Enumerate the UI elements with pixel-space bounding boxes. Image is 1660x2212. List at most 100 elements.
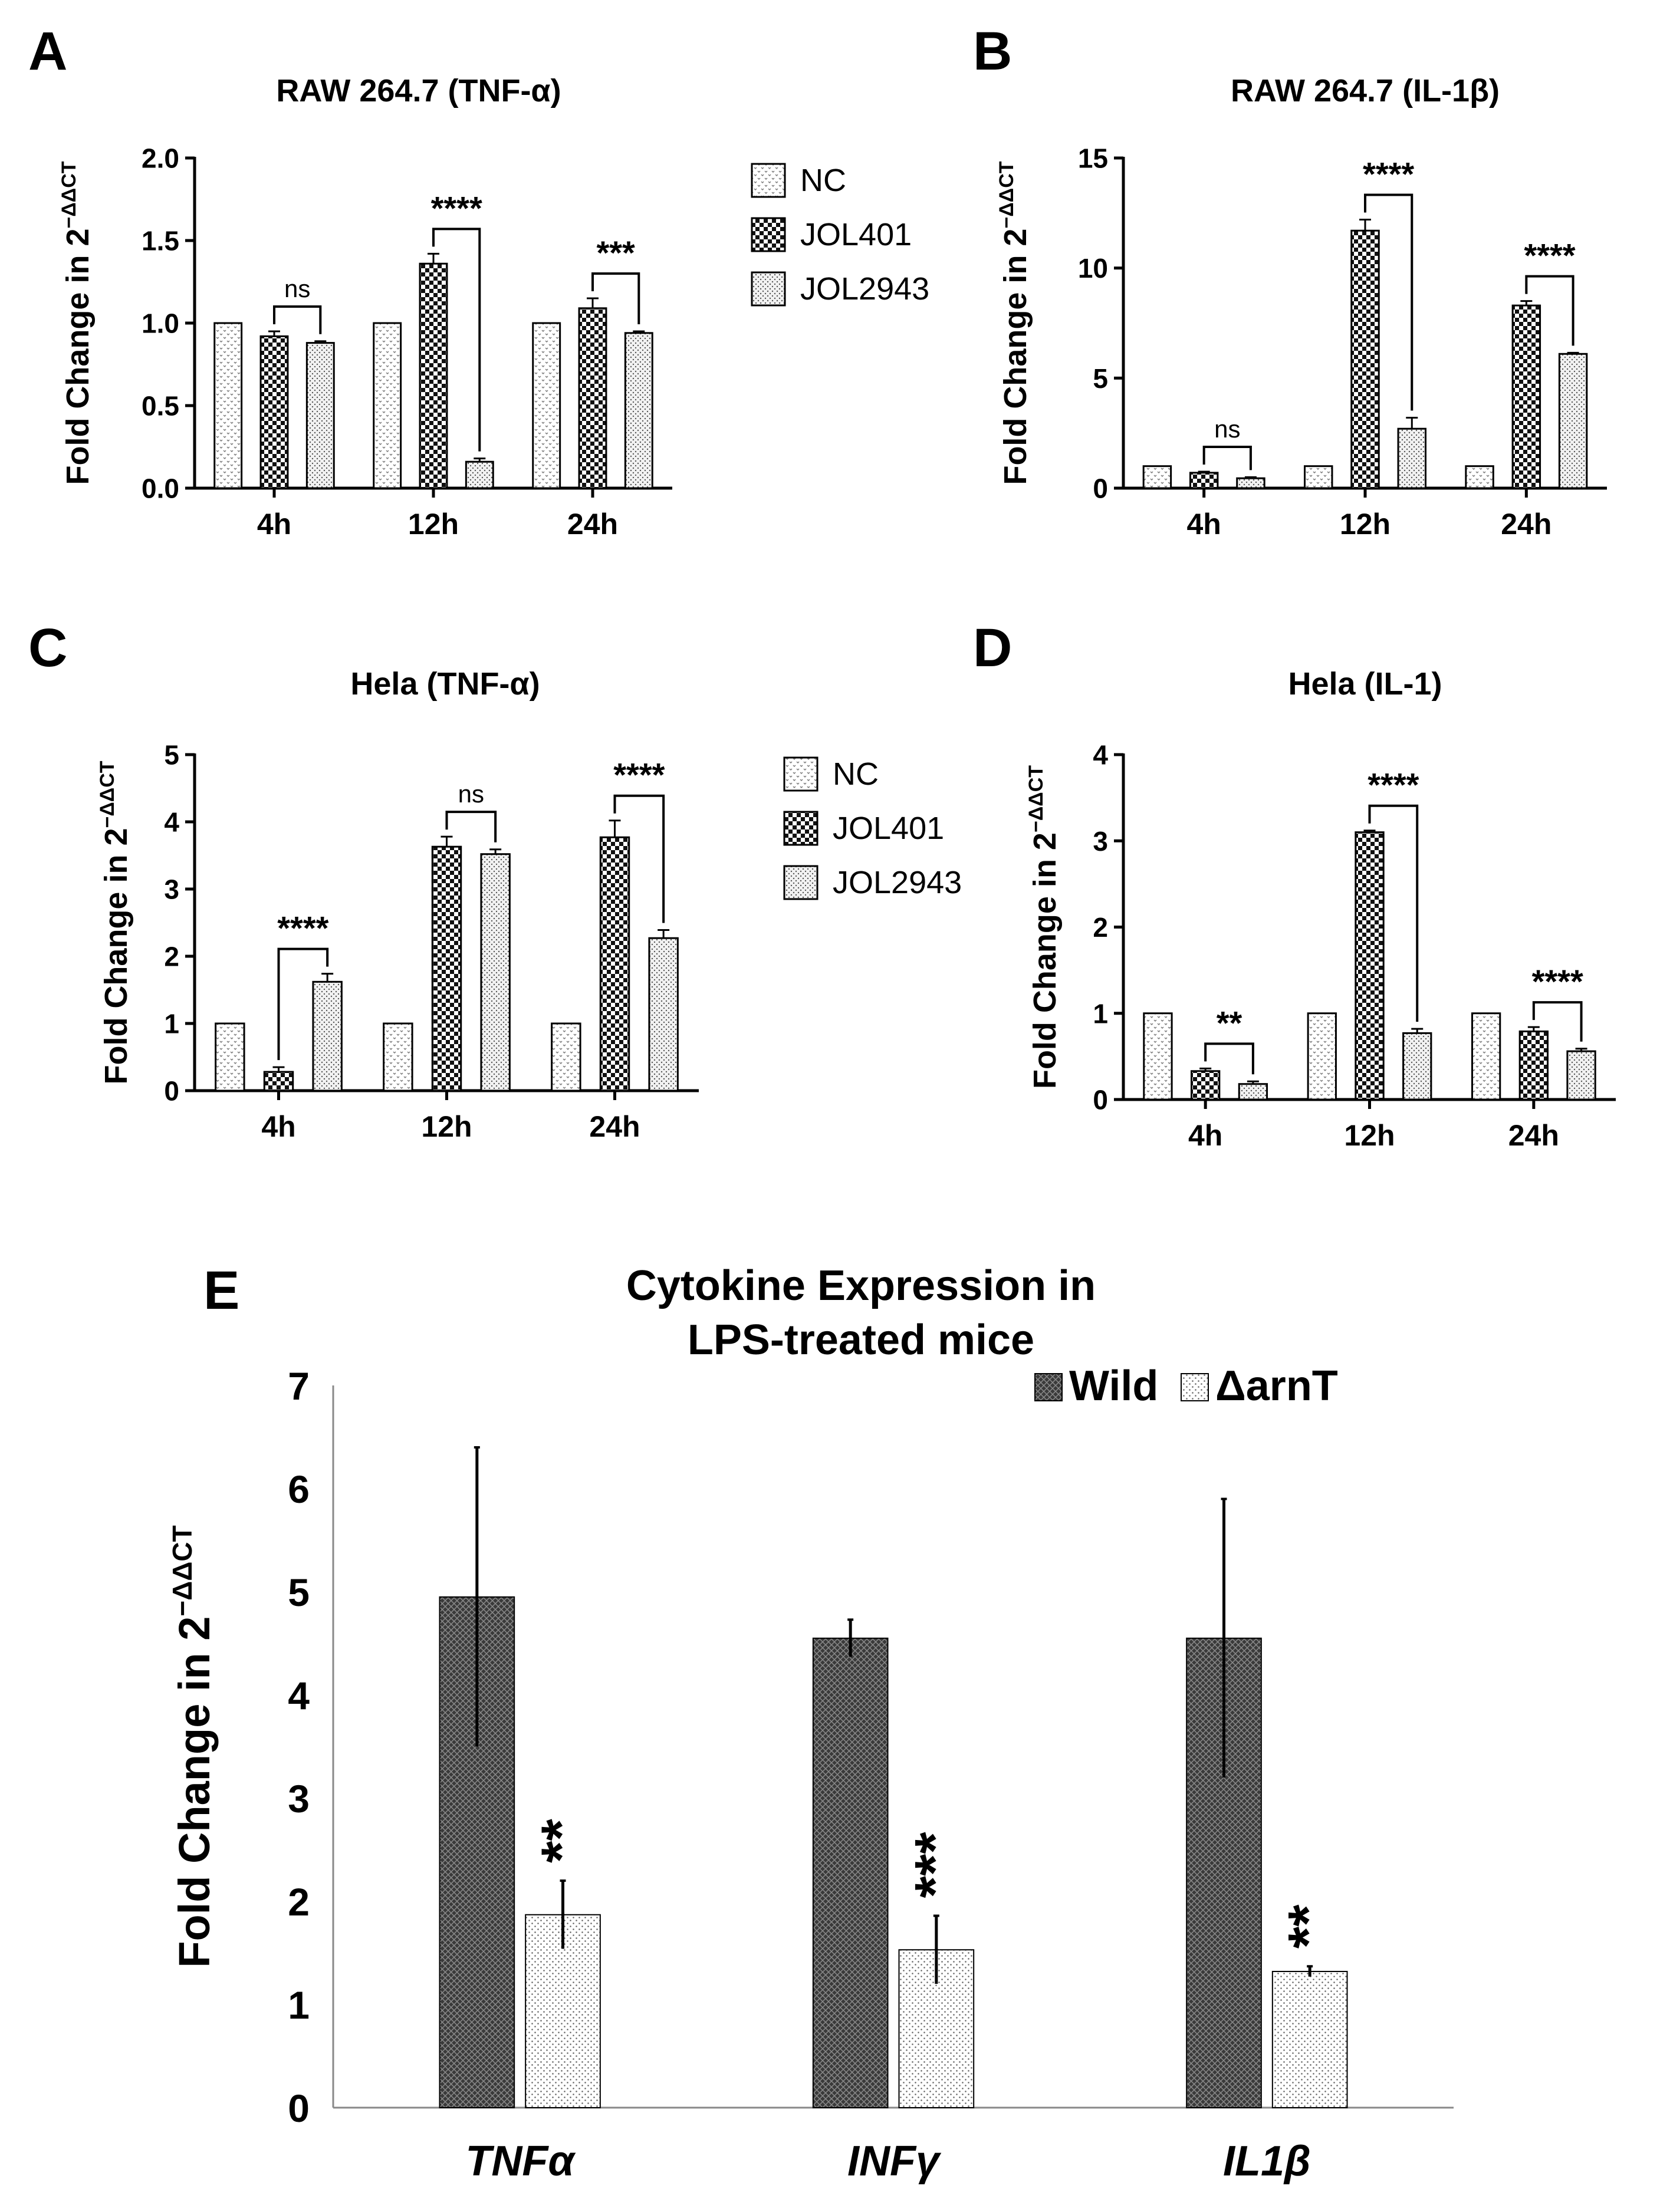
x-tick-label: 24h <box>1508 1119 1559 1152</box>
x-tick-label: 4h <box>1188 1119 1222 1152</box>
significance-label: **** <box>431 189 482 226</box>
significance-label: ns <box>458 780 484 808</box>
bar <box>383 1022 413 1092</box>
significance-label: ns <box>284 275 310 302</box>
legend-label: JOL2943 <box>800 271 929 307</box>
legend-label: NC <box>800 163 846 198</box>
x-tick-label: 24h <box>1501 508 1551 541</box>
bar <box>215 1022 245 1092</box>
y-tick-label: 0 <box>1093 1085 1108 1115</box>
bar <box>1236 477 1265 489</box>
y-axis-label: Fold Change in 2−ΔΔCT <box>96 761 134 1084</box>
significance-bracket <box>1204 1042 1254 1075</box>
x-tick-label: 24h <box>567 508 618 541</box>
bar <box>1238 1083 1268 1101</box>
bar <box>1397 427 1427 489</box>
y-tick-label: 3 <box>288 1777 310 1821</box>
x-tick-label: TNFα <box>465 2138 576 2185</box>
bar <box>263 1071 294 1092</box>
significance-label: **** <box>1532 963 1583 1000</box>
panel-c: Hela (TNF-α) Fold Change in 2−ΔΔCT 0 1 2 3 4 5 4… <box>96 666 962 1143</box>
bar <box>551 1022 581 1092</box>
legend-label: ΔarnT <box>1215 1362 1338 1410</box>
bar <box>578 307 607 489</box>
y-tick-label: 7 <box>288 1364 310 1408</box>
y-tick-label: 15 <box>1078 143 1108 174</box>
y-tick-label: 3 <box>164 874 179 905</box>
chart-panels: RAW 264.7 (TNF-α) Fold Change in 2−ΔΔCT 0.… <box>58 73 1616 2185</box>
significance-label: **** <box>613 756 665 794</box>
bar <box>1143 1012 1173 1101</box>
panel-letter-b: B <box>973 21 1012 81</box>
significance-label: **** <box>277 910 328 947</box>
significance-label: *** <box>903 1832 967 1898</box>
significance-label: **** <box>1368 766 1419 804</box>
bar <box>1511 304 1541 489</box>
significance-label: ns <box>1214 415 1240 443</box>
bar <box>480 853 511 1092</box>
legend-label: Wild <box>1069 1362 1158 1410</box>
bar <box>1402 1032 1432 1101</box>
significance-bracket <box>613 794 665 923</box>
significance-bracket <box>432 228 481 452</box>
legend-label: JOL401 <box>800 217 912 252</box>
bar <box>1271 1971 1348 2108</box>
bar <box>624 332 653 489</box>
bar <box>312 980 343 1092</box>
y-tick-label: 2 <box>288 1880 310 1924</box>
significance-label: ** <box>530 1819 593 1863</box>
bar <box>599 836 630 1092</box>
significance-label: **** <box>1363 156 1414 193</box>
bar <box>532 322 561 489</box>
y-tick-label: 0.0 <box>142 473 179 504</box>
y-tick-label: 4 <box>288 1674 310 1717</box>
y-tick-label: 1 <box>1093 998 1108 1029</box>
y-tick-label: 5 <box>164 740 179 771</box>
bar <box>1189 472 1219 489</box>
chart-title: Hela (TNF-α) <box>350 666 540 702</box>
chart-title: RAW 264.7 (IL-1β) <box>1231 73 1500 108</box>
legend-swatch <box>783 865 819 900</box>
significance-label: **** <box>1524 237 1575 274</box>
bar <box>1566 1050 1596 1101</box>
bar <box>465 460 494 489</box>
y-tick-label: 2 <box>164 942 179 972</box>
y-tick-label: 1.0 <box>142 308 179 339</box>
bar <box>1142 465 1172 489</box>
bar <box>1558 353 1588 489</box>
y-tick-label: 4 <box>164 807 179 838</box>
panel-letter-d: D <box>973 618 1012 678</box>
y-tick-label: 3 <box>1093 826 1108 857</box>
legend-swatch <box>783 811 819 846</box>
y-axis-label: Fold Change in 2−ΔΔCT <box>58 161 96 485</box>
bar <box>1350 229 1380 489</box>
x-tick-label: 12h <box>1344 1119 1395 1152</box>
significance-label: ** <box>1277 1904 1340 1948</box>
panel-letter-e: E <box>203 1260 239 1321</box>
x-tick-label: IL1β <box>1223 2138 1311 2185</box>
panel-letter-c: C <box>28 618 67 678</box>
bar <box>305 342 335 489</box>
significance-label: *** <box>596 234 635 271</box>
panel-b: RAW 264.7 (IL-1β) Fold Change in 2−ΔΔCT 0 5… <box>995 73 1607 541</box>
legend-label: JOL401 <box>833 811 944 846</box>
y-tick-label: 0 <box>164 1076 179 1107</box>
x-tick-label: 12h <box>421 1110 472 1143</box>
legend-swatch <box>1181 1373 1209 1401</box>
legend-swatch <box>751 271 786 307</box>
x-tick-label: 24h <box>589 1110 640 1143</box>
significance-bracket <box>277 947 329 1061</box>
significance-bracket <box>591 272 640 324</box>
significance-bracket <box>1368 804 1419 1022</box>
y-tick-label: 2.0 <box>142 143 179 174</box>
legend-swatch <box>751 217 786 252</box>
y-tick-label: 1 <box>164 1009 179 1039</box>
legend-swatch <box>783 756 819 792</box>
bar <box>259 335 289 489</box>
significance-bracket <box>273 305 322 334</box>
panel-d: Hela (IL-1) Fold Change in 2−ΔΔCT 0 1 2 3 4 4h 1… <box>1025 666 1616 1152</box>
legend-swatch <box>1034 1373 1063 1401</box>
bar <box>431 845 462 1092</box>
y-tick-label: 1.5 <box>142 226 179 256</box>
y-tick-label: 0.5 <box>142 391 179 422</box>
